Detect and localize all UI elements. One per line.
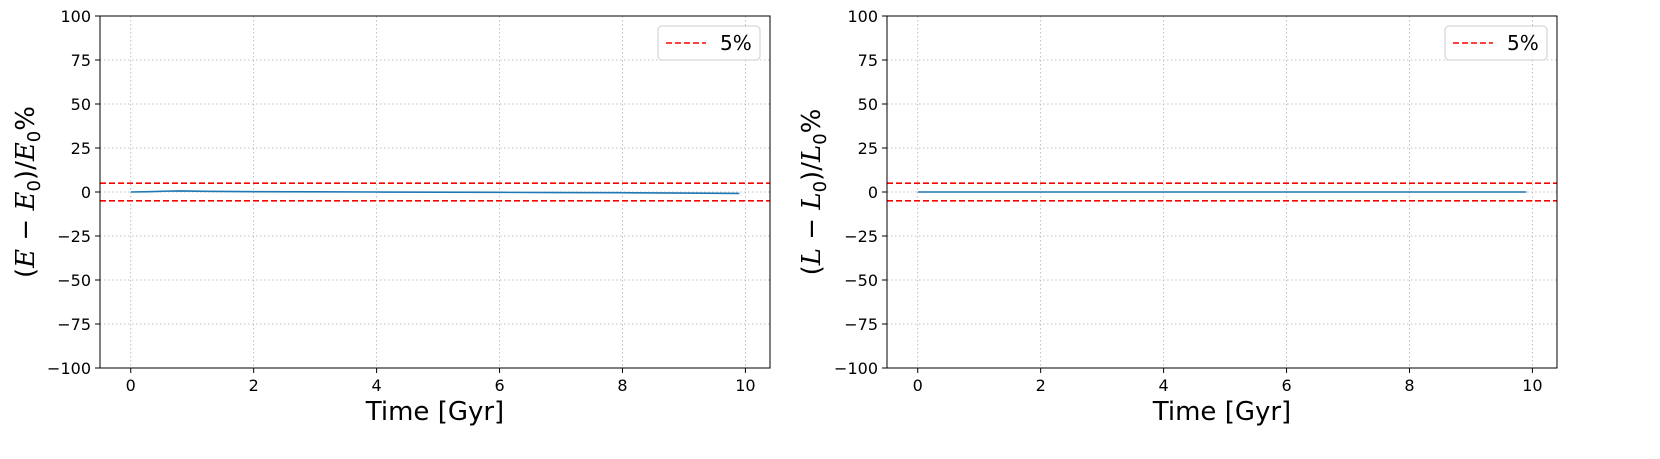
x-tick-label: 4 bbox=[372, 376, 382, 395]
y-tick-label: 100 bbox=[60, 7, 91, 26]
x-tick-label: 4 bbox=[1159, 376, 1169, 395]
x-tick-label: 2 bbox=[249, 376, 259, 395]
y-tick-label: 50 bbox=[71, 95, 91, 114]
x-tick-label: 6 bbox=[494, 376, 504, 395]
legend: 5% bbox=[1444, 25, 1548, 61]
x-tick-label: 8 bbox=[617, 376, 627, 395]
y-tick-label: 100 bbox=[847, 7, 878, 26]
x-tick-label: 0 bbox=[913, 376, 923, 395]
legend: 5% bbox=[657, 25, 761, 61]
y-tick-label: −75 bbox=[57, 315, 91, 334]
x-tick-label: 10 bbox=[1522, 376, 1542, 395]
series-line bbox=[130, 190, 740, 195]
legend-box bbox=[1444, 25, 1548, 61]
x-tick-label: 0 bbox=[126, 376, 136, 395]
y-tick-label: 50 bbox=[858, 95, 878, 114]
y-tick-label: −50 bbox=[844, 271, 878, 290]
y-tick-label: 0 bbox=[868, 183, 878, 202]
x-tick-label: 8 bbox=[1404, 376, 1414, 395]
y-tick-label: −50 bbox=[57, 271, 91, 290]
y-tick-label: −25 bbox=[844, 227, 878, 246]
panel-1: 0 2 4 6 8 10 −100 −75 −50 −25 0 25 50 75 100 Time [Gyr]… bbox=[11, 7, 771, 427]
x-tick-label: 6 bbox=[1281, 376, 1291, 395]
y-axis-label: (E − E0)/E0% bbox=[11, 106, 45, 278]
y-axis-label: (L − L0)/L0% bbox=[797, 109, 831, 276]
y-tick-label: 75 bbox=[858, 51, 878, 70]
y-tick-label: 25 bbox=[858, 139, 878, 158]
x-axis-label: Time [Gyr] bbox=[365, 397, 504, 427]
y-tick-label: 0 bbox=[81, 183, 91, 202]
panel-2: 0 2 4 6 8 10 −100 −75 −50 −25 0 25 50 75 100 Time [Gyr]… bbox=[797, 7, 1558, 427]
y-tick-label: −100 bbox=[834, 359, 878, 378]
x-axis-label: Time [Gyr] bbox=[1152, 397, 1291, 427]
y-tick-label: −25 bbox=[57, 227, 91, 246]
y-tick-label: 75 bbox=[71, 51, 91, 70]
legend-label: 5% bbox=[720, 31, 752, 55]
x-tick-label: 2 bbox=[1036, 376, 1046, 395]
x-tick-label: 10 bbox=[735, 376, 755, 395]
y-tick-label: −75 bbox=[844, 315, 878, 334]
y-tick-label: −100 bbox=[47, 359, 91, 378]
y-tick-label: 25 bbox=[71, 139, 91, 158]
legend-label: 5% bbox=[1507, 31, 1539, 55]
legend-box bbox=[657, 25, 761, 61]
